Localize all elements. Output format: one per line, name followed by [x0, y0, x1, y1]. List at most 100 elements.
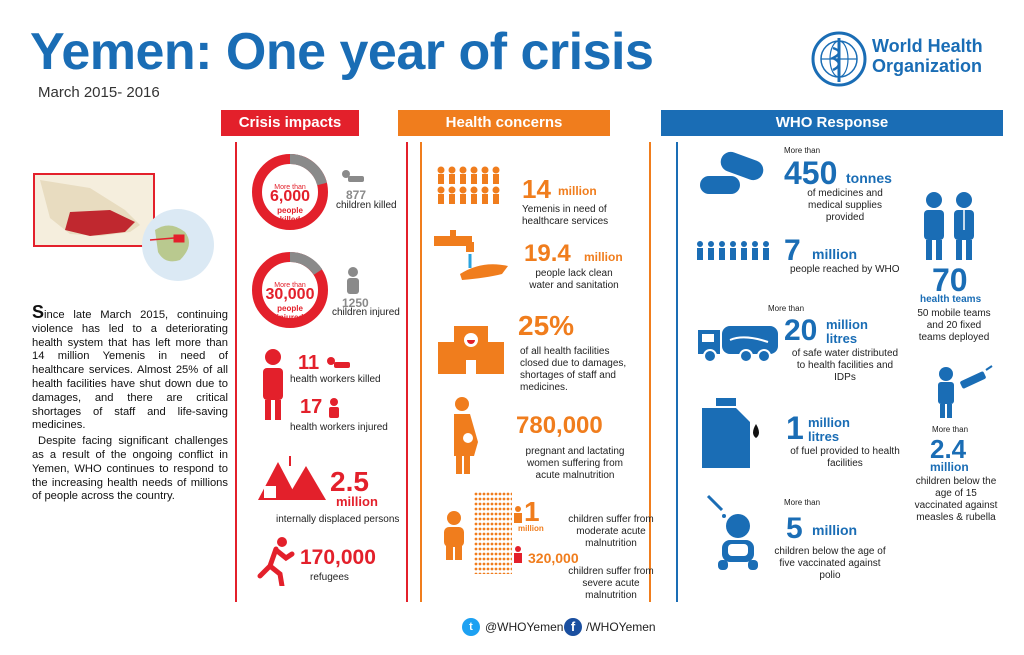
people-reached-icon — [697, 241, 769, 260]
medicines-prefix: More than — [784, 146, 821, 155]
twitter-icon[interactable]: t — [462, 618, 480, 636]
polio-value: 5 — [786, 512, 803, 545]
section-header-crisis: Crisis impacts — [221, 110, 359, 136]
idp-value: 2.5 — [330, 466, 369, 497]
pregnant-woman-icon — [454, 397, 478, 474]
facilities-label: of all health facilities closed due to d… — [520, 346, 627, 393]
mam-unit: million — [518, 524, 544, 533]
reached-label: people reached by WHO — [790, 264, 900, 275]
water-lack-value: 19.4 — [524, 240, 571, 267]
reached-value: 7 — [784, 234, 801, 267]
women-value: 780,000 — [516, 412, 603, 439]
crisis-divider-right — [406, 142, 408, 602]
fuel-label: of fuel provided to health facilities — [790, 446, 900, 469]
hw-killed-icon — [327, 357, 350, 368]
children-injured-value: 1250 — [342, 296, 369, 310]
fuel-unit2: litres — [808, 429, 840, 444]
women-label: pregnant and lactating women suffering f… — [525, 446, 625, 481]
intro-paragraph-1: Since late March 2015, continuing violen… — [32, 303, 228, 433]
mam-value: 1 — [524, 496, 540, 527]
sam-value: 320,000 — [528, 550, 579, 566]
hw-injured-icon — [329, 398, 339, 418]
water-truck-icon — [698, 326, 778, 363]
syringe-person-icon — [938, 365, 993, 418]
intro-paragraph-1-text: ince late March 2015, continuing violenc… — [32, 309, 228, 432]
reached-unit: million — [812, 246, 858, 262]
running-person-icon — [257, 537, 295, 586]
injured-prefix: More than — [274, 282, 306, 289]
water-tap-icon — [434, 230, 508, 280]
idp-unit: million — [336, 494, 378, 509]
refugees-value: 170,000 — [300, 546, 376, 569]
mam-child-icon — [514, 506, 522, 523]
who-org-name: World Health Organization — [872, 36, 983, 76]
fuel-value: 1 — [786, 410, 804, 446]
sam-label: children suffer from severe acute malnut… — [568, 566, 654, 601]
yemen-map-icon — [33, 173, 214, 281]
children-killed-label: children killed — [336, 200, 397, 211]
water-provided-unit1: million — [826, 317, 868, 332]
page-title: Yemen: One year of crisis — [30, 23, 654, 81]
facilities-value: 25% — [518, 310, 575, 341]
injured-value: 30,000 — [265, 286, 315, 303]
fuel-jerrycan-icon — [702, 398, 759, 468]
water-lack-label: people lack clean water and sanitation — [529, 268, 619, 291]
polio-label: children below the age of five vaccinate… — [774, 546, 886, 581]
water-provided-unit2: litres — [826, 331, 858, 346]
intro-text: Since late March 2015, continuing violen… — [32, 303, 228, 506]
who-emblem-icon — [811, 31, 867, 87]
teams-value: 70 — [932, 262, 968, 298]
measles-value: 2.4 — [930, 434, 967, 464]
measles-label: children below the age of 15 vaccinated … — [914, 476, 998, 523]
killed-donut-chart — [252, 154, 328, 230]
polio-prefix: More than — [784, 498, 821, 507]
medicines-unit: tonnes — [846, 170, 892, 186]
children-killed-value: 877 — [346, 188, 367, 202]
sam-child-icon — [514, 546, 522, 563]
child-injured-icon — [347, 267, 359, 294]
hw-injured-label: health workers injured — [290, 422, 388, 433]
killed-prefix: More than — [274, 184, 306, 191]
response-divider-left — [676, 142, 678, 602]
injured-donut-chart — [252, 251, 328, 328]
hw-killed-label: health workers killed — [290, 374, 381, 385]
health-team-icon — [924, 192, 974, 260]
twitter-handle[interactable]: @WHOYemen — [485, 620, 564, 634]
health-worker-icon — [263, 349, 283, 420]
hw-killed-value: 11 — [298, 352, 320, 374]
hw-injured-value: 17 — [300, 396, 323, 418]
facebook-icon[interactable]: f — [564, 618, 582, 636]
health-divider-right — [649, 142, 651, 602]
tent-icon — [258, 456, 326, 500]
need-label: Yemenis in need of healthcare services — [522, 204, 609, 227]
medicines-label: of medicines and medical supplies provid… — [807, 188, 883, 223]
polio-unit: million — [812, 522, 858, 538]
health-divider-left — [420, 142, 422, 602]
need-unit: million — [558, 184, 597, 198]
refugees-label: refugees — [310, 572, 349, 583]
who-org-line2: Organization — [872, 56, 983, 76]
intro-paragraph-2: Despite facing significant challenges as… — [32, 435, 228, 503]
medicines-value: 450 — [784, 155, 838, 191]
intro-drop-cap: S — [32, 302, 45, 322]
medicine-pills-icon — [700, 151, 764, 194]
child-malnutrition-icon — [444, 511, 464, 560]
baby-vaccine-icon — [706, 494, 758, 570]
section-header-health: Health concerns — [398, 110, 610, 136]
water-provided-value: 20 — [784, 314, 818, 347]
mam-label: children suffer from moderate acute maln… — [568, 514, 654, 549]
children-grid-icon — [474, 492, 512, 574]
water-provided-label: of safe water distributed to health faci… — [791, 348, 899, 383]
injured-unit: people injured — [276, 304, 304, 322]
water-lack-unit: million — [584, 250, 623, 264]
child-killed-icon — [342, 170, 364, 182]
killed-unit: people killed — [277, 206, 303, 224]
hospital-icon — [438, 326, 504, 374]
killed-value: 6,000 — [269, 188, 311, 205]
facebook-handle[interactable]: /WHOYemen — [586, 620, 656, 634]
fuel-unit1: million — [808, 415, 850, 430]
section-header-response: WHO Response — [661, 110, 1003, 136]
measles-unit: million — [930, 460, 969, 474]
need-value: 14 — [522, 174, 551, 204]
teams-label: 50 mobile teams and 20 fixed teams deplo… — [917, 308, 991, 343]
